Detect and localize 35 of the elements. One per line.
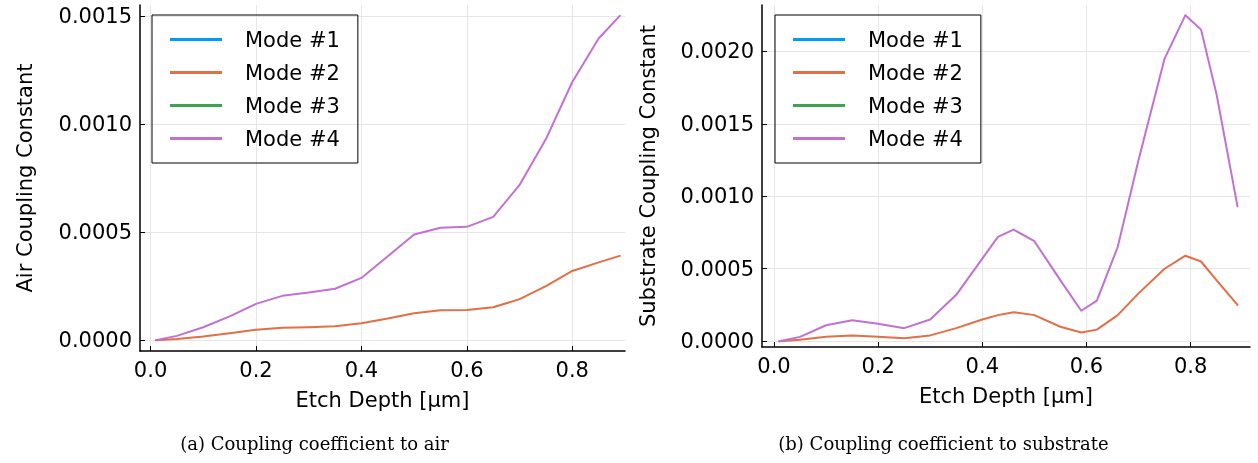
y-tick-label: 0.0020 (680, 39, 754, 64)
legend-label: Mode #1 (868, 27, 963, 52)
y-tick-label: 0.0015 (58, 3, 132, 28)
y-tick-label: 0.0015 (680, 111, 754, 136)
legend-label: Mode #4 (245, 126, 340, 151)
legend-label: Mode #3 (868, 93, 963, 118)
x-tick-label: 0.2 (239, 357, 273, 382)
y-tick-label: 0.0010 (58, 111, 132, 136)
legend-label: Mode #1 (245, 27, 340, 52)
legend-label: Mode #4 (868, 126, 963, 151)
legend-label: Mode #3 (245, 93, 340, 118)
x-tick-label: 0.8 (555, 357, 589, 382)
x-tick-label: 0.8 (1173, 353, 1208, 378)
text: (b) Coupling coefficient to substrate (778, 432, 1109, 454)
legend-label: Mode #2 (868, 60, 963, 85)
x-tick-label: 0.6 (1069, 353, 1104, 378)
y-tick-label: 0.0005 (58, 220, 132, 245)
x-tick-label: 0.0 (133, 357, 168, 382)
x-tick-label: 0.6 (450, 357, 484, 382)
line-series (778, 14, 1239, 343)
y-tick-label: 0.0005 (680, 256, 754, 281)
x-tick-label: 0.0 (757, 353, 791, 378)
y-axis-title: Substrate Coupling Constant (635, 24, 660, 328)
y-tick-label: 0.0000 (680, 329, 754, 354)
x-axis-title: Etch Depth [μm] (295, 387, 470, 412)
x-tick-label: 0.4 (965, 353, 1000, 378)
x-axis-title: Etch Depth [μm] (919, 383, 1093, 408)
x-tick-label: 0.2 (861, 353, 895, 378)
x-tick-label: 0.4 (344, 357, 379, 382)
y-axis-title: Air Coupling Constant (12, 63, 37, 293)
legend-label: Mode #2 (245, 60, 340, 85)
y-tick-label: 0.0010 (680, 184, 754, 209)
text: (a) Coupling coefficient to air (180, 432, 450, 454)
line-series (154, 14, 621, 342)
y-tick-label: 0.0000 (58, 328, 132, 353)
